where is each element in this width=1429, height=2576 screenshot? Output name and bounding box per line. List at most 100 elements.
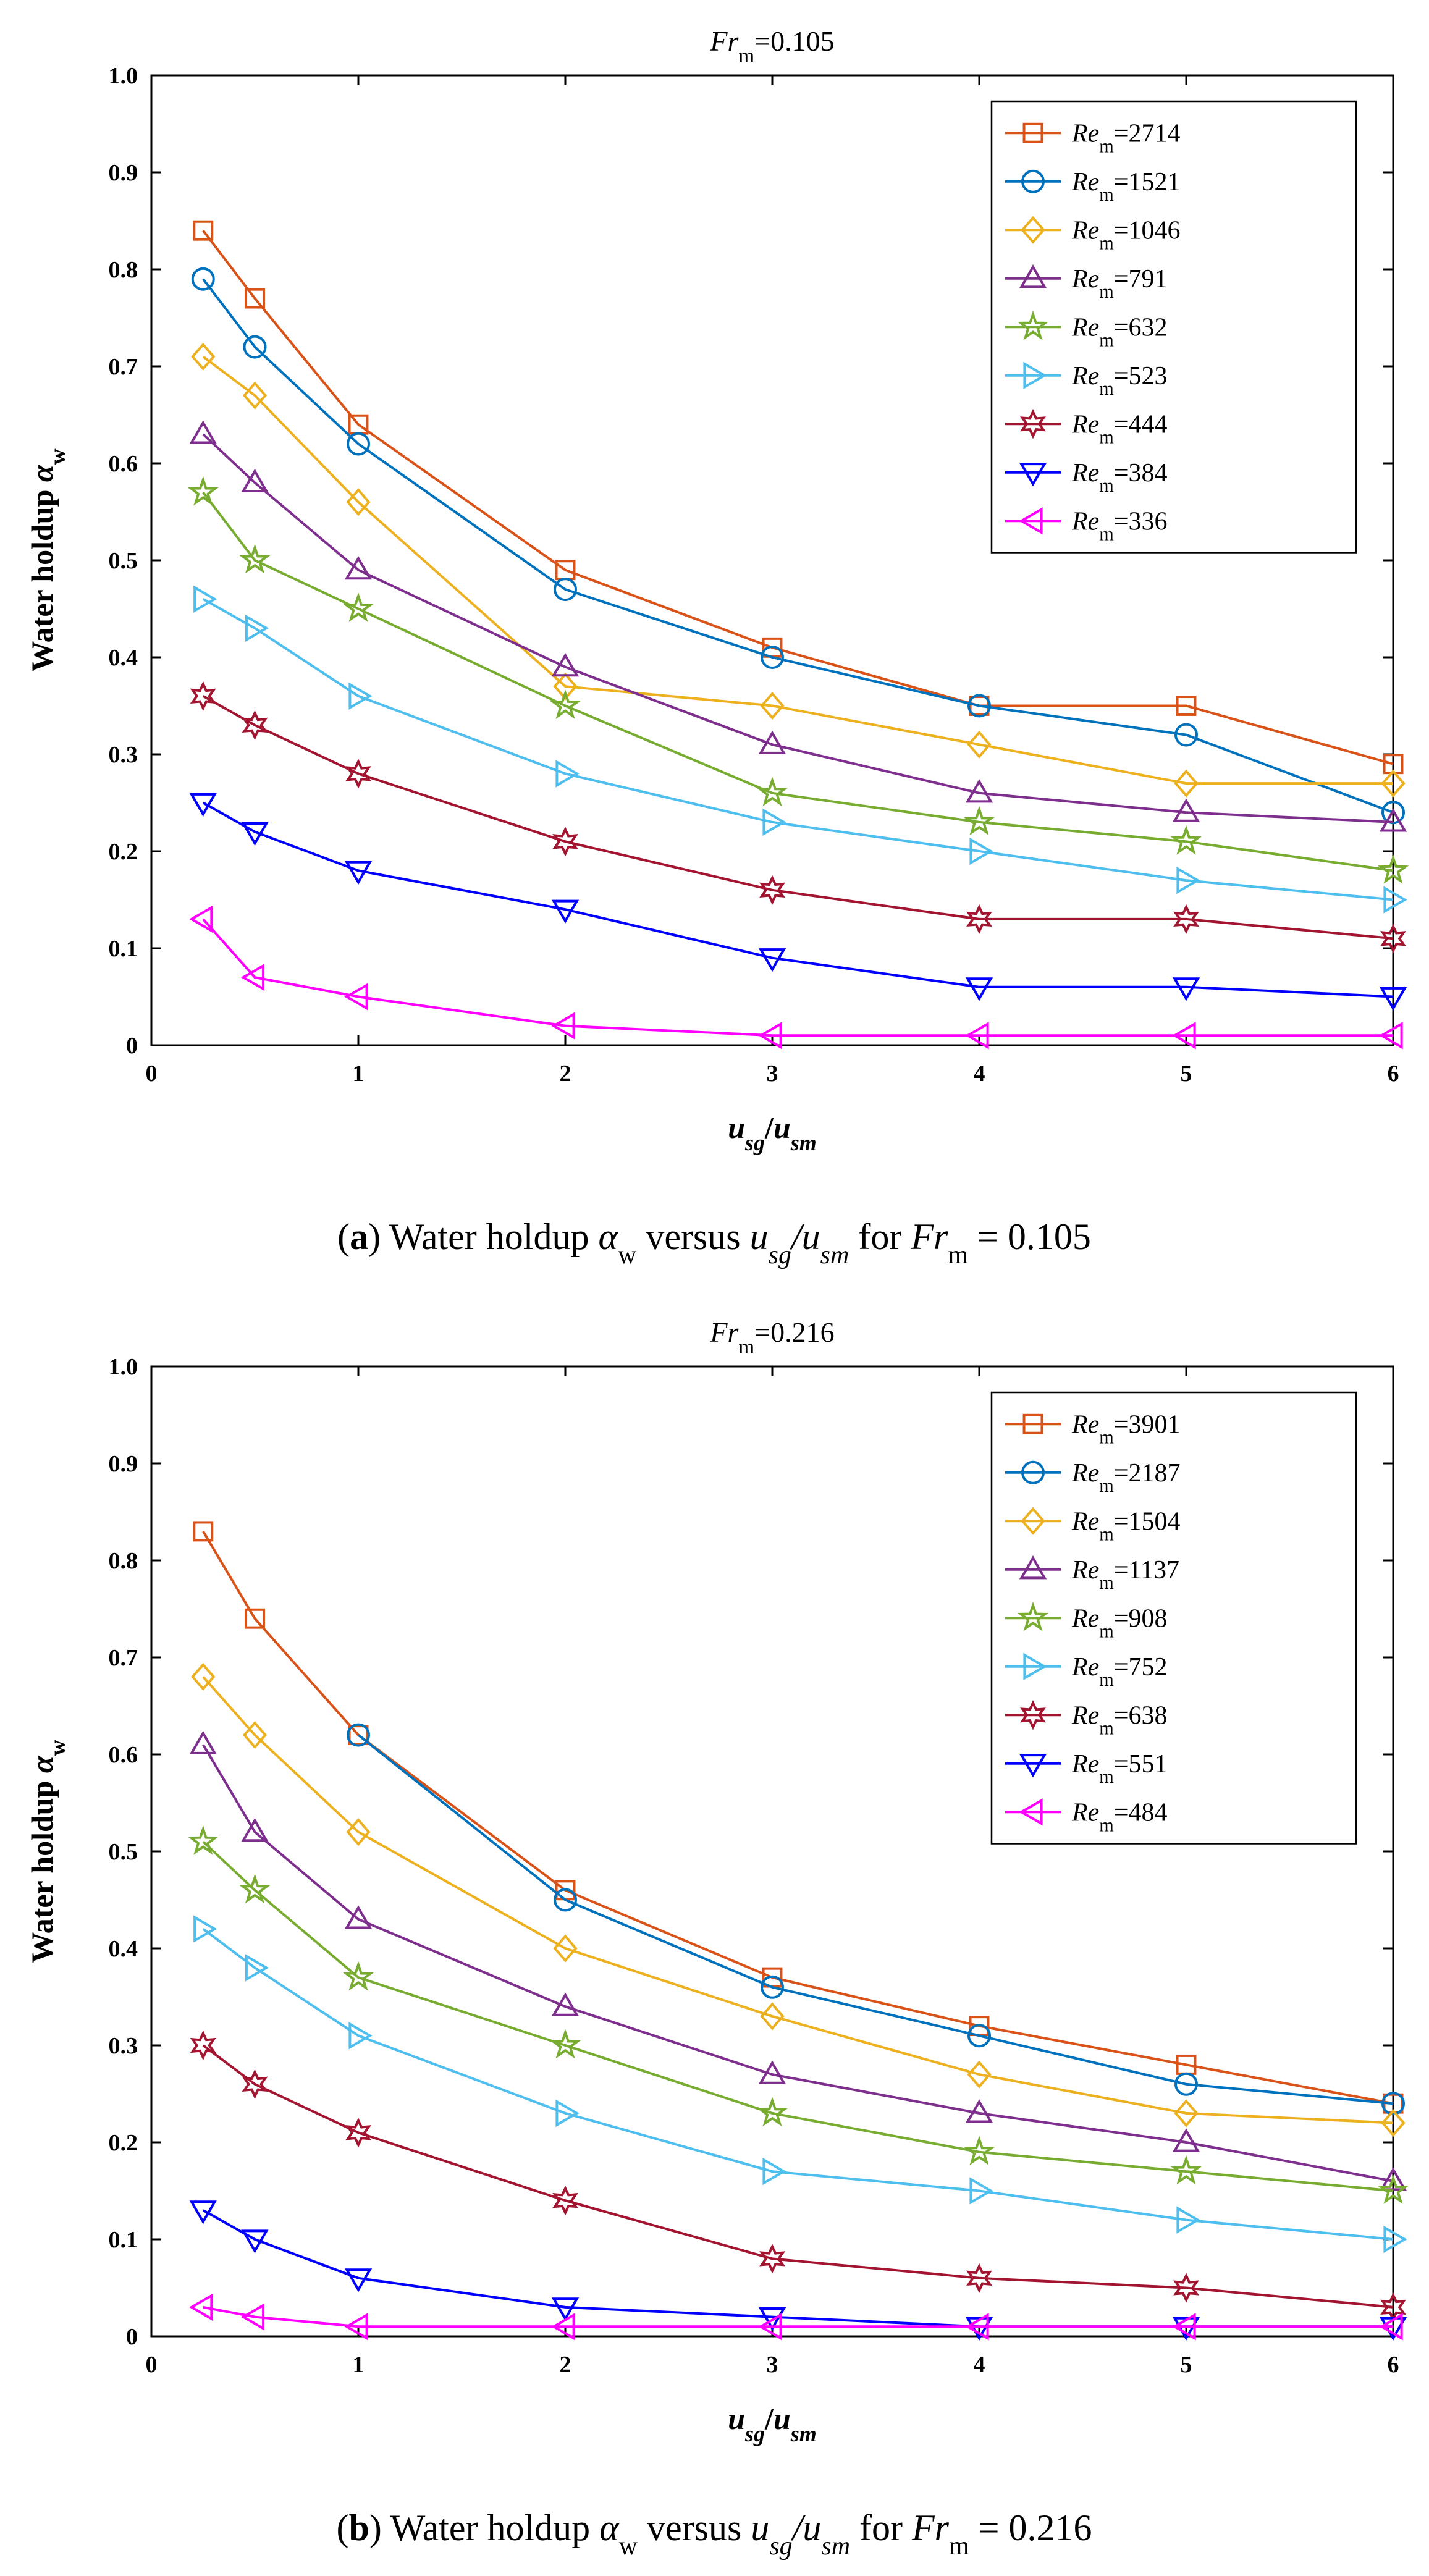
series-re-384 [189,793,1407,1011]
legend-label: Rem=384 [1071,459,1168,496]
legend-label: Rem=2714 [1071,119,1181,156]
legend-label: Rem=1046 [1071,216,1181,253]
data-point [967,730,992,759]
data-point [190,2030,216,2061]
series-line [202,598,1394,901]
series-re-484 [189,2293,1403,2341]
data-point [967,2060,992,2089]
data-point [965,1022,989,1050]
data-point [551,2297,580,2321]
data-point [761,1975,784,1999]
series-line [202,801,1394,998]
data-point [965,2313,989,2341]
y-tick-label: 0 [126,1033,138,1059]
data-point [761,646,784,669]
data-point [239,544,271,574]
data-point [762,808,786,836]
y-axis-label: Water holdup αw [25,1740,70,1963]
data-point [553,1934,578,1963]
y-tick-label: 0.1 [109,936,138,962]
series-line [202,278,1394,814]
series-line [202,433,1394,823]
series-line [202,1928,1394,2241]
chart-panel-2: Frm=0.216 0 0.1 0.2 0.3 0.4 0.5 0.6 0.7 0.8 0.9 1.0… [25,1316,1409,2446]
y-tick-label: 0.5 [109,548,138,574]
data-point [1170,2155,1202,2185]
y-tick-label: 0.2 [109,2130,138,2156]
data-point [969,837,993,865]
data-point [1379,2313,1403,2341]
y-tick-label: 1.0 [109,1354,138,1380]
legend-marker [1022,1413,1043,1434]
series-line [202,229,1394,765]
data-point [240,2303,265,2331]
series-line [202,695,1394,940]
y-tick-label: 1.0 [109,63,138,89]
series-line [202,355,1393,785]
legend-label: Rem=523 [1071,362,1168,399]
legend-label: Rem=336 [1071,507,1168,544]
legend-label: Rem=638 [1071,1701,1168,1738]
data-point [344,556,373,580]
data-point [189,2293,213,2321]
legend-item: Rem=444 [1005,409,1168,447]
data-point [1172,2313,1196,2341]
x-tick-label: 1 [353,1061,365,1087]
data-point [346,1818,371,1846]
data-point [344,2313,368,2341]
data-point [193,220,214,241]
x-tick-label: 3 [767,2352,778,2378]
legend-label: Rem=444 [1071,410,1168,447]
series-re-444 [190,681,1406,954]
legend: Rem=3901 Rem=2187 Rem=1504 Rem=1137 Rem=908 R… [990,1391,1357,1845]
data-point [189,905,213,933]
data-point [1379,808,1407,832]
data-point [554,1888,577,1912]
data-point [555,2099,580,2128]
data-point [555,760,580,788]
data-point [756,777,788,807]
data-point [240,963,265,991]
legend-marker [1017,1601,1049,1631]
legend-marker [1021,1460,1045,1484]
legend-item: Rem=3901 [1005,1410,1181,1447]
legend-marker [1019,1555,1047,1580]
legend-marker [1020,1700,1046,1730]
y-tick-label: 0.2 [109,839,138,865]
x-tick-label: 0 [146,2352,158,2378]
x-tick-label: 2 [560,1061,571,1087]
data-point [966,2263,992,2294]
data-point [245,614,269,642]
data-point [347,432,370,456]
y-tick-label: 0.3 [109,742,138,768]
data-point [193,1521,214,1542]
legend-label: Rem=791 [1071,265,1168,302]
legend-item: Rem=551 [1005,1750,1168,1787]
legend-marker [1019,1754,1047,1778]
legend-marker [1019,264,1047,288]
y-tick-label: 0.8 [109,1548,138,1574]
data-point [346,488,371,516]
legend-marker [1022,122,1043,143]
data-point [1380,924,1406,954]
legend-label: Rem=1137 [1071,1556,1179,1593]
figure-caption: (a) Water holdup αw versus usg/usm for F… [337,1216,1091,1269]
series-re-1504 [191,1662,1406,2137]
x-tick-label: 5 [1181,1061,1192,1087]
data-point [549,2029,581,2059]
data-point [551,1992,580,2016]
legend-item: Rem=523 [1005,361,1168,399]
legend: Rem=2714 Rem=1521 Rem=1046 Rem=791 Rem=632 Re… [990,100,1357,554]
legend-label: Rem=484 [1071,1798,1168,1835]
y-tick-label: 0.6 [109,1742,138,1768]
series-line [202,1530,1394,2105]
legend-item: Rem=638 [1005,1700,1168,1738]
data-point [1172,2128,1200,2152]
legend-marker [1017,310,1049,340]
data-point [239,1874,271,1904]
data-point [1377,2174,1409,2204]
data-point [342,1961,374,1991]
data-point [344,861,373,885]
data-point [344,983,368,1011]
data-point [241,1817,269,1842]
